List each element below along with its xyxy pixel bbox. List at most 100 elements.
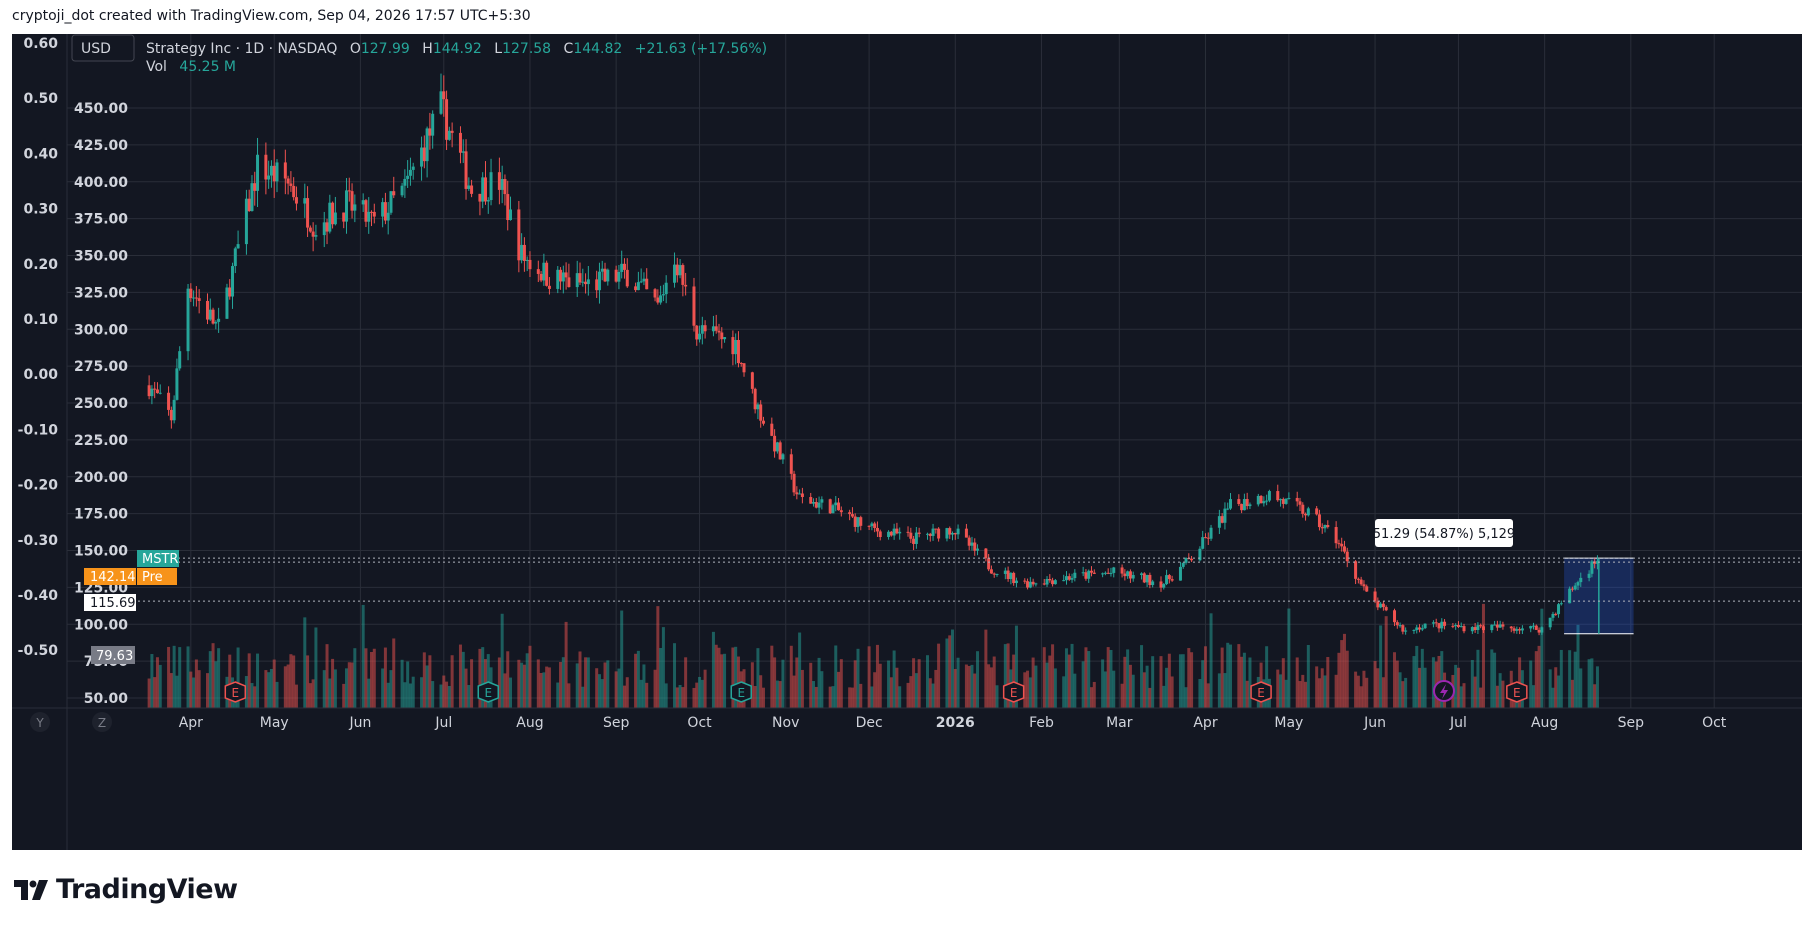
volume-bar (1142, 672, 1146, 708)
candle-body (1053, 580, 1057, 585)
candle-body (1084, 572, 1088, 579)
candle-body (717, 330, 721, 333)
time-tick-label: Aug (1531, 715, 1558, 731)
volume-bar (681, 687, 685, 708)
price-tick-label: 200.00 (74, 470, 128, 486)
volume-bar (1456, 667, 1460, 708)
candle-body (231, 266, 235, 297)
volume-bar (661, 627, 665, 708)
volume-bar (581, 686, 585, 708)
z-axis-button-bg[interactable] (92, 712, 112, 732)
low-value: 79.63 (96, 649, 133, 664)
candle-body (1112, 567, 1116, 573)
candle-body (347, 190, 351, 192)
candle-body (1431, 622, 1435, 624)
earnings-marker[interactable] (1002, 681, 1025, 703)
candle-body (795, 492, 799, 495)
earnings-marker[interactable] (730, 681, 752, 703)
earnings-marker[interactable] (477, 681, 500, 703)
candle-body (711, 326, 715, 332)
volume-bar (584, 657, 588, 708)
candle-body (197, 298, 201, 301)
candle-body (575, 273, 579, 288)
volume-bar (1418, 667, 1422, 708)
volume-bar (372, 648, 376, 708)
axis-buttons: Y Z (30, 712, 112, 732)
volume-bar (217, 648, 221, 708)
earnings-marker[interactable] (1506, 681, 1528, 703)
currency-button-bg[interactable] (71, 34, 135, 62)
z-axis-button[interactable]: Z (98, 716, 106, 730)
price-tick-label: 175.00 (74, 507, 128, 523)
candle-body (467, 185, 471, 189)
volume-bar (361, 604, 365, 708)
volume-bar (606, 660, 610, 708)
candle-body (1073, 572, 1077, 579)
volume-bar (1379, 625, 1383, 708)
volume-bar (178, 647, 182, 708)
candle-body (1067, 576, 1071, 580)
candle-body (392, 191, 396, 196)
candle-body (1359, 579, 1363, 585)
candle-body (1228, 499, 1232, 509)
volume-bar (809, 662, 813, 708)
chart-panel[interactable]: E E E E E E 0.60 0.50 0.40 0.30 0.20 0.10 0.00 -0.10… (12, 34, 1802, 850)
time-tick-label: 2026 (936, 715, 975, 731)
volume-bar (1579, 668, 1583, 708)
candle-body (1412, 629, 1416, 631)
legend-close: 144.82 (573, 41, 622, 57)
volume-bar (517, 659, 521, 708)
candle-body (906, 531, 910, 533)
volume-bar (1320, 668, 1324, 708)
volume-bar (595, 668, 599, 708)
volume-bar (1181, 654, 1185, 708)
volume-bar (442, 675, 446, 708)
volume-bar (1412, 656, 1416, 708)
candle-body (1217, 516, 1221, 528)
candle-body (584, 281, 588, 285)
candle-body (506, 194, 510, 221)
y-axis-button-bg[interactable] (30, 712, 50, 732)
candle-body (536, 269, 540, 274)
candle-body (1384, 607, 1388, 611)
candle-body (789, 454, 793, 474)
candle-body (1593, 561, 1597, 564)
volume-bar (1167, 653, 1171, 708)
volume-bar (400, 659, 404, 708)
candle-body (178, 351, 182, 369)
earnings-marker[interactable] (224, 681, 247, 703)
volume-bar (458, 644, 462, 708)
candle-body (1159, 581, 1163, 588)
volume-bar (878, 663, 882, 708)
volume-bar (153, 677, 157, 708)
candle-body (1203, 537, 1207, 539)
volume-bar (1148, 687, 1152, 708)
volume-bar (525, 653, 529, 708)
y-axis-button[interactable]: Y (35, 716, 44, 730)
volume-bar (892, 650, 896, 708)
candle-body (912, 538, 916, 544)
tradingview-logo[interactable]: TradingView (14, 874, 238, 905)
currency-button[interactable]: USD (81, 41, 111, 57)
legend-low: 127.58 (502, 41, 551, 57)
candle-body (486, 200, 490, 202)
candlestick-chart[interactable]: E E E E E E 0.60 0.50 0.40 0.30 0.20 0.10 0.00 -0.10… (12, 34, 1802, 850)
volume-bar (1026, 670, 1030, 708)
candle-body (244, 198, 248, 245)
volume-bar (172, 645, 176, 708)
candle-body (269, 165, 273, 176)
symbol-legend[interactable]: Strategy Inc · 1D · NASDAQ O127.99 H144.… (146, 41, 767, 75)
volume-bar (1281, 658, 1285, 708)
candle-body (1167, 575, 1171, 580)
price-tick-label: 425.00 (74, 138, 128, 154)
volume-bar (470, 659, 474, 708)
legend-low-label: L (494, 41, 502, 57)
earnings-marker[interactable] (1250, 681, 1272, 703)
volume-bar (653, 669, 657, 708)
volume-bar (1201, 660, 1205, 708)
volume-bar (1265, 646, 1269, 708)
price-tick-label: 100.00 (74, 617, 128, 633)
volume-bar (750, 662, 754, 708)
candle-body (1045, 578, 1049, 585)
price-tick-label: 400.00 (74, 175, 128, 191)
